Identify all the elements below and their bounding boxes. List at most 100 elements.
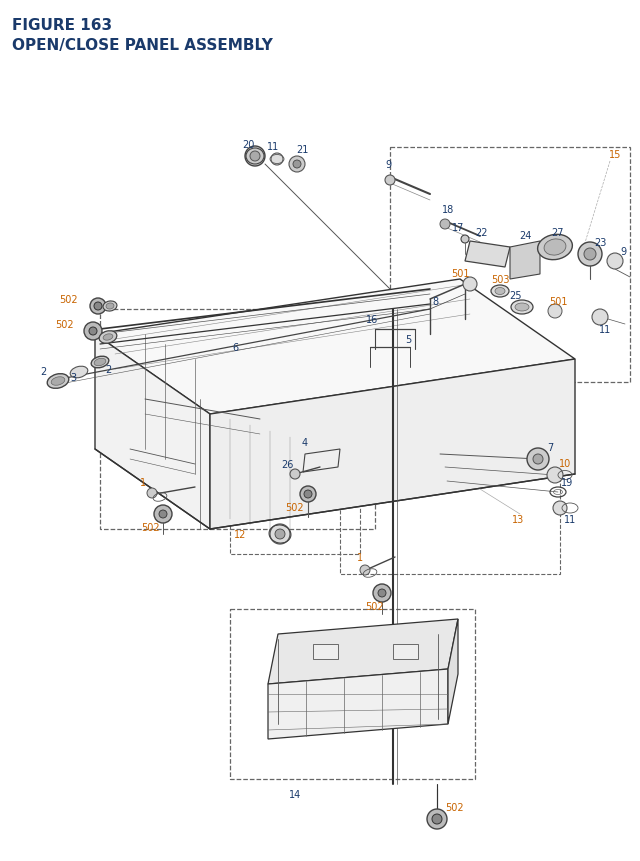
- Text: 16: 16: [366, 314, 378, 325]
- Text: 502: 502: [285, 503, 304, 512]
- Circle shape: [304, 491, 312, 499]
- Text: 501: 501: [548, 297, 567, 307]
- Text: 21: 21: [296, 145, 308, 155]
- Text: 11: 11: [599, 325, 611, 335]
- Text: 17: 17: [452, 223, 464, 232]
- Circle shape: [533, 455, 543, 464]
- Bar: [340, 444, 560, 574]
- Text: 502: 502: [56, 319, 74, 330]
- Text: 5: 5: [405, 335, 411, 344]
- Circle shape: [373, 585, 391, 603]
- Text: 15: 15: [609, 150, 621, 160]
- Polygon shape: [448, 619, 458, 724]
- Bar: [393, 644, 418, 660]
- Polygon shape: [303, 449, 340, 473]
- Circle shape: [584, 249, 596, 261]
- Text: 12: 12: [234, 530, 246, 539]
- Bar: [390, 148, 630, 382]
- Polygon shape: [465, 242, 510, 268]
- Ellipse shape: [51, 377, 65, 386]
- Circle shape: [360, 566, 370, 575]
- Ellipse shape: [544, 239, 566, 256]
- Text: 1: 1: [140, 478, 146, 487]
- Text: 23: 23: [594, 238, 606, 248]
- Circle shape: [427, 809, 447, 829]
- Circle shape: [289, 157, 305, 173]
- Bar: [313, 644, 338, 660]
- Text: 25: 25: [509, 291, 522, 300]
- Text: 4: 4: [302, 437, 308, 448]
- Ellipse shape: [538, 235, 572, 260]
- Text: 11: 11: [267, 142, 279, 152]
- Ellipse shape: [70, 367, 88, 378]
- Ellipse shape: [106, 304, 114, 310]
- Text: FIGURE 163: FIGURE 163: [12, 18, 112, 33]
- Bar: [230, 444, 360, 554]
- Ellipse shape: [515, 304, 529, 312]
- Text: 6: 6: [232, 343, 238, 353]
- Text: 20: 20: [242, 139, 254, 150]
- Circle shape: [607, 254, 623, 269]
- Text: 22: 22: [476, 228, 488, 238]
- Text: 2: 2: [105, 364, 111, 375]
- Polygon shape: [95, 335, 210, 530]
- Bar: [100, 310, 375, 530]
- Text: 26: 26: [281, 460, 293, 469]
- Circle shape: [84, 323, 102, 341]
- Text: 7: 7: [547, 443, 553, 453]
- Circle shape: [527, 449, 549, 470]
- Circle shape: [94, 303, 102, 311]
- Text: 501: 501: [451, 269, 469, 279]
- Text: 503: 503: [491, 275, 509, 285]
- Text: 24: 24: [519, 231, 531, 241]
- Text: 14: 14: [289, 789, 301, 799]
- Polygon shape: [210, 360, 575, 530]
- Ellipse shape: [511, 300, 533, 314]
- Circle shape: [300, 486, 316, 503]
- Circle shape: [90, 299, 106, 314]
- Circle shape: [463, 278, 477, 292]
- Circle shape: [271, 154, 283, 166]
- Circle shape: [293, 161, 301, 169]
- Circle shape: [250, 152, 260, 162]
- Circle shape: [89, 328, 97, 336]
- Text: 8: 8: [432, 297, 438, 307]
- Text: 502: 502: [445, 802, 464, 812]
- Circle shape: [159, 511, 167, 518]
- Circle shape: [578, 243, 602, 267]
- Circle shape: [147, 488, 157, 499]
- Bar: [230, 610, 475, 779]
- Text: 18: 18: [442, 205, 454, 214]
- Ellipse shape: [495, 288, 505, 295]
- Text: 9: 9: [620, 247, 626, 257]
- Polygon shape: [510, 242, 540, 280]
- Ellipse shape: [491, 286, 509, 298]
- Text: 13: 13: [512, 514, 524, 524]
- Text: 502: 502: [365, 601, 384, 611]
- Ellipse shape: [103, 334, 113, 341]
- Polygon shape: [95, 280, 575, 414]
- Ellipse shape: [99, 331, 117, 344]
- Circle shape: [385, 176, 395, 186]
- Ellipse shape: [103, 301, 117, 312]
- Ellipse shape: [91, 356, 109, 369]
- Polygon shape: [268, 669, 448, 739]
- Circle shape: [547, 468, 563, 483]
- Circle shape: [245, 147, 265, 167]
- Text: 1: 1: [357, 553, 363, 562]
- Text: 502: 502: [141, 523, 159, 532]
- Ellipse shape: [47, 375, 68, 389]
- Circle shape: [154, 505, 172, 523]
- Text: OPEN/CLOSE PANEL ASSEMBLY: OPEN/CLOSE PANEL ASSEMBLY: [12, 38, 273, 53]
- Circle shape: [432, 814, 442, 824]
- Text: 2: 2: [40, 367, 46, 376]
- Text: 27: 27: [552, 228, 564, 238]
- Circle shape: [440, 220, 450, 230]
- Text: 9: 9: [385, 160, 391, 170]
- Circle shape: [275, 530, 285, 539]
- Text: 11: 11: [564, 514, 576, 524]
- Circle shape: [548, 305, 562, 319]
- Text: 19: 19: [561, 478, 573, 487]
- Circle shape: [553, 501, 567, 516]
- Circle shape: [461, 236, 469, 244]
